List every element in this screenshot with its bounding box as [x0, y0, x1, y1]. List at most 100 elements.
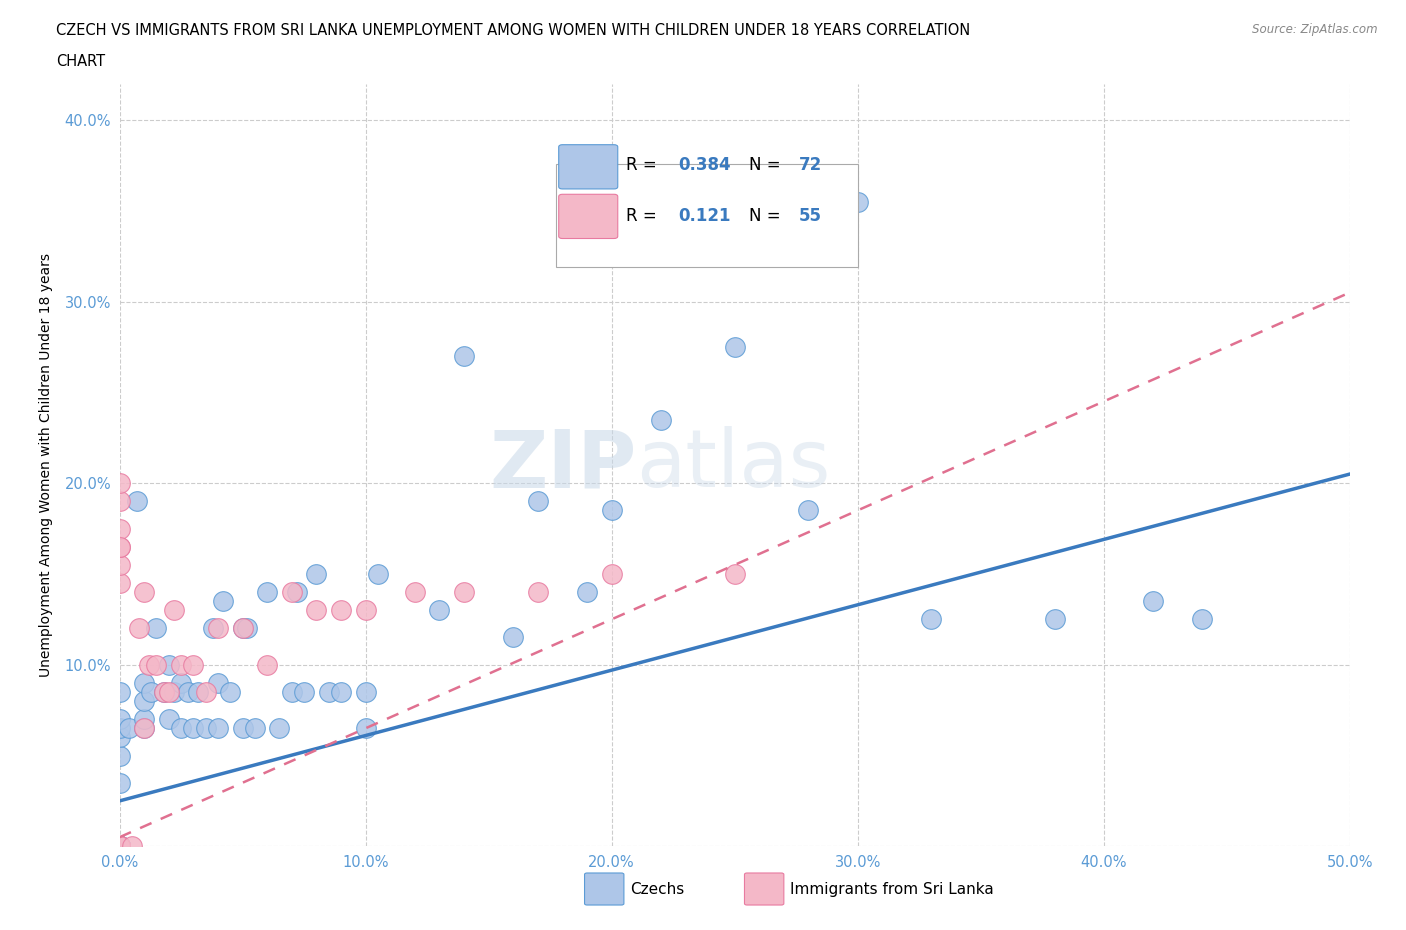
Point — [170, 658, 193, 672]
Point — [231, 621, 254, 636]
Point — [576, 585, 599, 600]
Point — [108, 539, 131, 554]
Point — [108, 839, 131, 854]
Point — [797, 503, 820, 518]
Point — [163, 603, 186, 618]
Point — [723, 566, 745, 581]
Text: 0.121: 0.121 — [678, 206, 731, 225]
Text: R =: R = — [627, 206, 668, 225]
Point — [108, 839, 131, 854]
Point — [108, 476, 131, 491]
Point — [108, 776, 131, 790]
Point — [354, 684, 377, 699]
Point — [157, 684, 180, 699]
Point — [453, 349, 475, 364]
Point — [367, 566, 389, 581]
Point — [187, 684, 209, 699]
Point — [211, 593, 233, 608]
Point — [281, 585, 304, 600]
Text: atlas: atlas — [636, 426, 831, 504]
Point — [256, 585, 278, 600]
Text: 0.384: 0.384 — [678, 156, 731, 174]
Point — [153, 684, 174, 699]
Point — [502, 630, 524, 644]
Point — [202, 621, 225, 636]
Point — [231, 621, 254, 636]
Point — [723, 339, 745, 354]
Point — [921, 612, 943, 627]
FancyBboxPatch shape — [558, 194, 617, 238]
Point — [108, 839, 131, 854]
Point — [121, 839, 143, 854]
FancyBboxPatch shape — [558, 145, 617, 189]
Point — [145, 621, 167, 636]
Text: R =: R = — [627, 156, 662, 174]
Point — [108, 839, 131, 854]
Point — [305, 603, 328, 618]
Point — [453, 585, 475, 600]
Point — [153, 684, 174, 699]
Point — [108, 839, 131, 854]
Point — [292, 684, 315, 699]
Point — [108, 839, 131, 854]
Point — [207, 621, 229, 636]
Point — [157, 711, 180, 726]
Point — [354, 721, 377, 736]
FancyBboxPatch shape — [585, 873, 624, 905]
Text: Immigrants from Sri Lanka: Immigrants from Sri Lanka — [790, 882, 994, 897]
Text: 72: 72 — [799, 156, 823, 174]
FancyBboxPatch shape — [557, 164, 858, 267]
Point — [329, 603, 352, 618]
Text: CHART: CHART — [56, 54, 105, 69]
Point — [269, 721, 291, 736]
Point — [108, 839, 131, 854]
Point — [132, 721, 156, 736]
Point — [108, 839, 131, 854]
Text: N =: N = — [749, 156, 786, 174]
Point — [170, 721, 193, 736]
Text: CZECH VS IMMIGRANTS FROM SRI LANKA UNEMPLOYMENT AMONG WOMEN WITH CHILDREN UNDER : CZECH VS IMMIGRANTS FROM SRI LANKA UNEMP… — [56, 23, 970, 38]
Point — [1142, 593, 1164, 608]
Point — [305, 566, 328, 581]
Point — [108, 839, 131, 854]
Point — [354, 603, 377, 618]
Point — [170, 675, 193, 690]
Point — [132, 711, 156, 726]
Point — [207, 721, 229, 736]
Point — [163, 684, 186, 699]
Point — [125, 494, 148, 509]
Point — [108, 557, 131, 572]
Point — [108, 839, 131, 854]
Point — [281, 684, 304, 699]
Point — [527, 585, 550, 600]
Text: Czechs: Czechs — [630, 882, 685, 897]
Point — [108, 839, 131, 854]
Point — [527, 494, 550, 509]
Point — [108, 839, 131, 854]
Point — [219, 684, 242, 699]
Text: 55: 55 — [799, 206, 821, 225]
FancyBboxPatch shape — [745, 873, 785, 905]
Point — [108, 684, 131, 699]
Point — [404, 585, 426, 600]
Text: N =: N = — [749, 206, 786, 225]
Point — [132, 675, 156, 690]
Point — [128, 621, 150, 636]
Point — [108, 721, 131, 736]
Point — [138, 658, 160, 672]
Point — [108, 839, 131, 854]
Point — [118, 721, 141, 736]
Point — [650, 412, 672, 427]
Point — [108, 839, 131, 854]
Point — [243, 721, 266, 736]
Point — [108, 839, 131, 854]
Point — [177, 684, 200, 699]
Point — [108, 839, 131, 854]
Text: ZIP: ZIP — [489, 426, 636, 504]
Point — [256, 658, 278, 672]
Point — [157, 658, 180, 672]
Point — [600, 566, 623, 581]
Point — [846, 194, 869, 209]
Point — [236, 621, 259, 636]
Point — [183, 658, 205, 672]
